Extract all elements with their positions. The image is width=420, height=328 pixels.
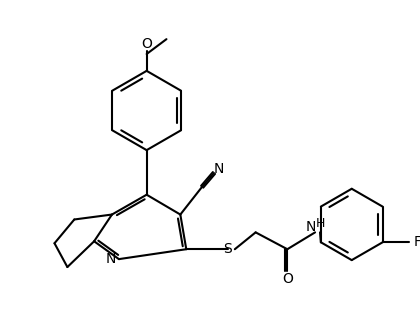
Text: O: O xyxy=(141,37,152,51)
Text: N: N xyxy=(214,162,224,176)
Text: H: H xyxy=(315,217,325,230)
Text: N: N xyxy=(106,252,116,266)
Text: F: F xyxy=(413,235,420,249)
Text: O: O xyxy=(282,272,293,286)
Text: N: N xyxy=(306,220,316,235)
Text: S: S xyxy=(223,242,232,256)
